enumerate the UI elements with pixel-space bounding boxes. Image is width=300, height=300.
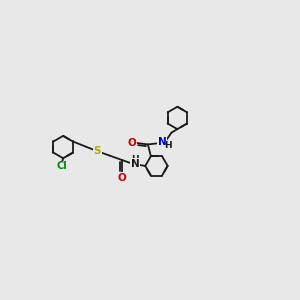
Text: Cl: Cl bbox=[56, 161, 67, 172]
Text: H: H bbox=[131, 154, 139, 164]
Text: N: N bbox=[130, 159, 139, 169]
Text: H: H bbox=[164, 141, 172, 150]
Text: O: O bbox=[127, 138, 136, 148]
Text: N: N bbox=[158, 137, 167, 147]
Text: S: S bbox=[94, 146, 101, 156]
Text: O: O bbox=[118, 173, 126, 183]
